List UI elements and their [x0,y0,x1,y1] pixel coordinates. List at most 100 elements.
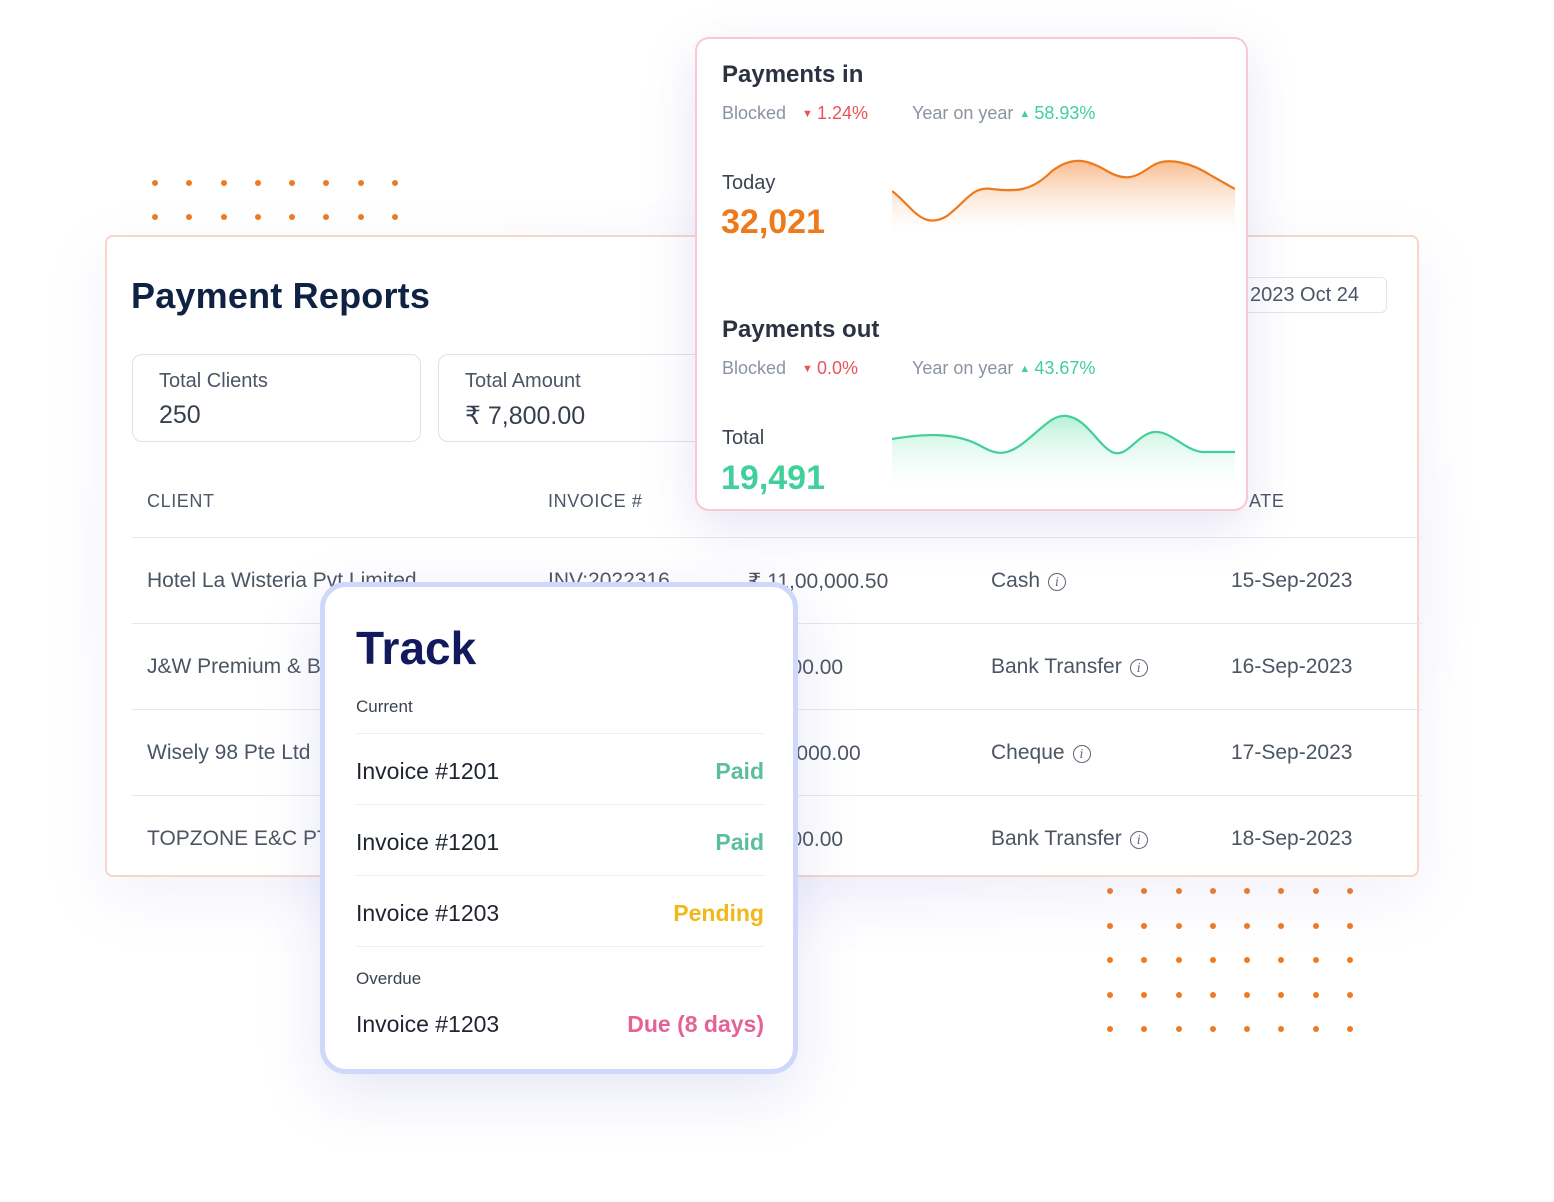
dot [1347,991,1354,998]
dot [357,214,364,220]
dot [1312,957,1319,963]
dot [323,214,330,220]
arrow-up-icon: ▲ [1019,108,1031,120]
dot [289,180,296,186]
dot [1141,888,1148,894]
dot [220,214,227,220]
invoice-name: Invoice #1201 [356,758,500,784]
dot [1312,888,1319,894]
dot [1107,991,1113,998]
stat-card-total-clients: Total Clients 250 [132,354,421,442]
method-label: Cash [991,569,1041,592]
dot [289,214,296,220]
dot [392,180,399,186]
method-label: Cheque [991,741,1065,764]
dot [323,180,330,186]
date-filter[interactable]: 2023 Oct 24 [1227,277,1387,313]
dot [1175,1026,1182,1032]
yoy-change: 58.93% [1034,103,1096,123]
method-label: Bank Transfer [991,827,1122,850]
cell-method: Cash i [991,569,1067,593]
stat-value: ₹ 7,800.00 [465,402,586,430]
payments-in-line [892,159,1235,222]
dot [1209,888,1216,894]
dot [1347,922,1354,929]
column-header-client[interactable]: CLIENT [147,491,215,511]
dot [1175,888,1182,894]
blocked-label: Blocked [722,358,787,378]
cell-client: TOPZONE E&C PTE [147,827,344,850]
dot [1244,991,1251,998]
section-label-current: Current [356,697,413,716]
invoice-name: Invoice #1201 [356,829,500,855]
dot [1141,991,1148,998]
payments-in-value: 32,021 [721,203,825,241]
track-item[interactable]: Invoice #1201 Paid [356,733,764,804]
dot [186,180,193,186]
payments-out-stats: Blocked ▼ 0.0% Year on year ▲ 43.67% [722,358,1095,379]
method-label: Bank Transfer [991,655,1122,678]
dot [1209,1026,1216,1032]
decorative-dots-top [152,180,426,220]
cell-method: Bank Transfer i [991,827,1148,851]
yoy-label: Year on year [912,358,1014,378]
track-card: Track Current Invoice #1201 Paid Invoice… [320,582,798,1074]
track-item[interactable]: Invoice #1201 Paid [356,804,764,875]
blocked-change: 1.24% [816,103,868,123]
invoice-name: Invoice #1203 [356,900,500,926]
info-icon[interactable]: i [1129,659,1148,677]
status-badge: Paid [715,829,764,855]
info-icon[interactable]: i [1072,745,1091,763]
payments-in-title: Payments in [722,61,864,88]
status-badge: Paid [715,758,764,784]
track-item[interactable]: Invoice #1203 Pending [356,875,764,946]
payments-summary-card: Payments in Blocked ▼ 1.24% Year on year ▲ 5… [695,37,1248,511]
cell-client: J&W Premium & B [147,655,321,678]
arrow-up-icon: ▲ [1019,363,1031,375]
stat-label: Total Amount [465,370,581,392]
dot [1278,922,1285,929]
decorative-dots-bottom [1107,888,1381,1032]
column-header-date[interactable]: ATE [1249,491,1285,511]
payments-out-line [892,414,1235,455]
dot [1312,922,1319,929]
dot [1107,1026,1113,1032]
blocked-label: Blocked [722,103,787,123]
yoy-change: 43.67% [1034,358,1096,378]
status-badge: Due (8 days) [627,1011,764,1037]
dot [152,214,158,220]
section-label-overdue: Overdue [356,969,422,988]
payments-out-caption: Total [722,427,765,449]
cell-client: Wisely 98 Pte Ltd [147,741,311,764]
payments-out-title: Payments out [722,316,880,343]
dot [1347,957,1354,963]
arrow-down-icon: ▼ [802,363,813,375]
dot [152,180,158,186]
cell-method: Bank Transfer i [991,655,1148,679]
dot [1209,957,1216,963]
payments-out-sparkline [892,414,1235,484]
info-icon[interactable]: i [1129,831,1148,849]
dot [1278,957,1285,963]
cell-method: Cheque i [991,741,1091,765]
dot [1244,957,1251,963]
column-header-invoice[interactable]: INVOICE # [548,491,643,511]
payments-out-value: 19,491 [721,459,825,497]
dot [357,180,364,186]
dot [1209,922,1216,929]
dot [220,180,227,186]
dot [1278,991,1285,998]
dot [392,214,399,220]
dot [254,180,261,186]
yoy-label: Year on year [912,103,1014,123]
dot [1244,888,1251,894]
dot [1244,1026,1251,1032]
dot [1141,957,1148,963]
arrow-down-icon: ▼ [802,108,813,120]
dot [1244,922,1251,929]
track-item[interactable]: Invoice #1203 Due (8 days) [356,987,764,1057]
cell-date: 17-Sep-2023 [1231,741,1353,764]
info-icon[interactable]: i [1048,573,1067,591]
dot [1175,922,1182,929]
dot [1278,888,1285,894]
